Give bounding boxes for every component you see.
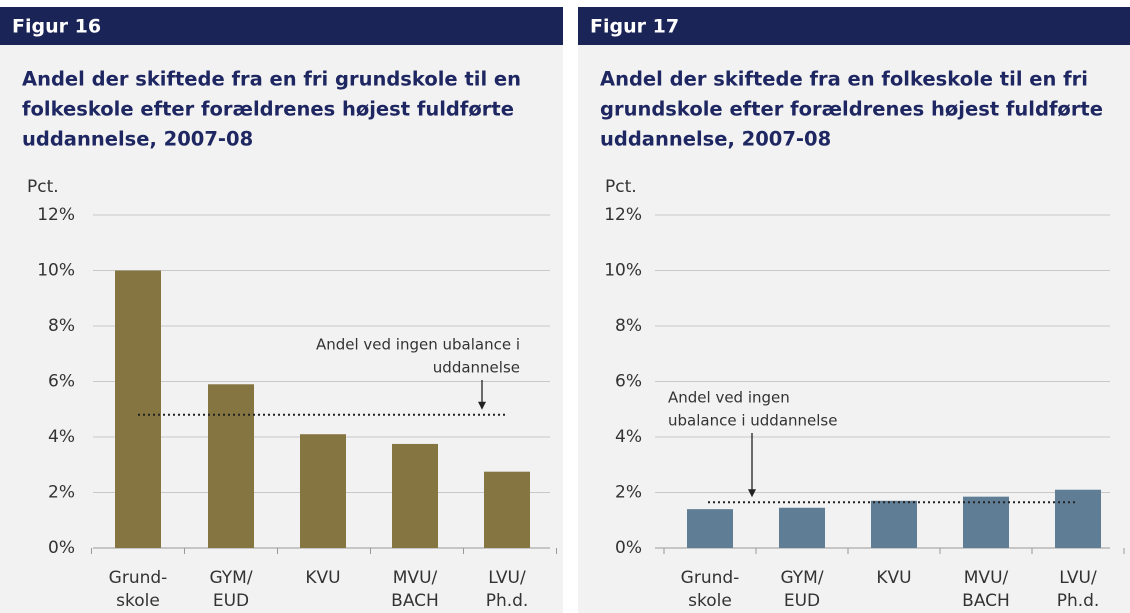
bar (871, 500, 917, 548)
y-axis-label: Pct. (605, 177, 637, 197)
bar (484, 471, 530, 548)
bar (300, 434, 346, 548)
x-tick-label: KVU (876, 568, 911, 588)
y-tick-label: 6% (615, 372, 642, 392)
figure-label: Figur 16 (12, 16, 101, 38)
x-tick-label: KVU (305, 568, 340, 588)
y-tick-label: 12% (37, 205, 75, 225)
y-axis-label: Pct. (27, 177, 59, 197)
x-tick-label: MVU/BACH (391, 568, 439, 611)
annotation-arrowhead (478, 401, 486, 410)
figure-label: Figur 17 (590, 16, 679, 38)
panel-bg (578, 7, 1130, 613)
y-tick-label: 0% (615, 538, 642, 558)
x-tick-label: LVU/Ph.d. (486, 568, 529, 611)
y-tick-label: 12% (604, 205, 642, 225)
bar (208, 384, 254, 548)
x-tick-label: Grund-skole (109, 568, 168, 611)
y-tick-label: 8% (615, 316, 642, 336)
panel-bg (0, 7, 563, 613)
figure-header (0, 7, 563, 45)
y-tick-label: 2% (48, 483, 75, 503)
bar (115, 270, 161, 548)
chart-title: uddannelse, 2007-08 (600, 128, 831, 151)
chart-title: grundskole efter forældrenes højest fuld… (600, 98, 1103, 121)
y-tick-label: 6% (48, 372, 75, 392)
y-tick-label: 10% (604, 261, 642, 281)
y-tick-label: 0% (48, 538, 75, 558)
bar (963, 496, 1009, 548)
chart-title: Andel der skiftede fra en fri grundskole… (22, 68, 521, 91)
y-tick-label: 2% (615, 483, 642, 503)
y-tick-label: 4% (615, 427, 642, 447)
figure-header (578, 7, 1130, 45)
annotation: uddannelse (433, 359, 520, 377)
chart-title: Andel der skiftede fra en folkeskole til… (600, 68, 1088, 91)
y-tick-label: 4% (48, 427, 75, 447)
x-tick-label: Grund-skole (681, 568, 740, 611)
annotation: ubalance i uddannelse (668, 412, 837, 430)
bar (687, 509, 733, 548)
x-tick-label: GYM/EUD (780, 568, 823, 611)
bar (392, 443, 438, 548)
x-tick-label: LVU/Ph.d. (1057, 568, 1100, 611)
x-tick-label: MVU/BACH (962, 568, 1010, 611)
bar (1055, 489, 1101, 548)
bar (779, 507, 825, 548)
y-tick-label: 8% (48, 316, 75, 336)
annotation: Andel ved ingen ubalance i (316, 336, 520, 354)
annotation: Andel ved ingen (668, 389, 790, 407)
y-tick-label: 10% (37, 261, 75, 281)
annotation-arrowhead (748, 489, 756, 498)
x-tick-label: GYM/EUD (209, 568, 252, 611)
chart-title: folkeskole efter forældrenes højest fuld… (22, 98, 514, 121)
chart-title: uddannelse, 2007-08 (22, 128, 253, 151)
